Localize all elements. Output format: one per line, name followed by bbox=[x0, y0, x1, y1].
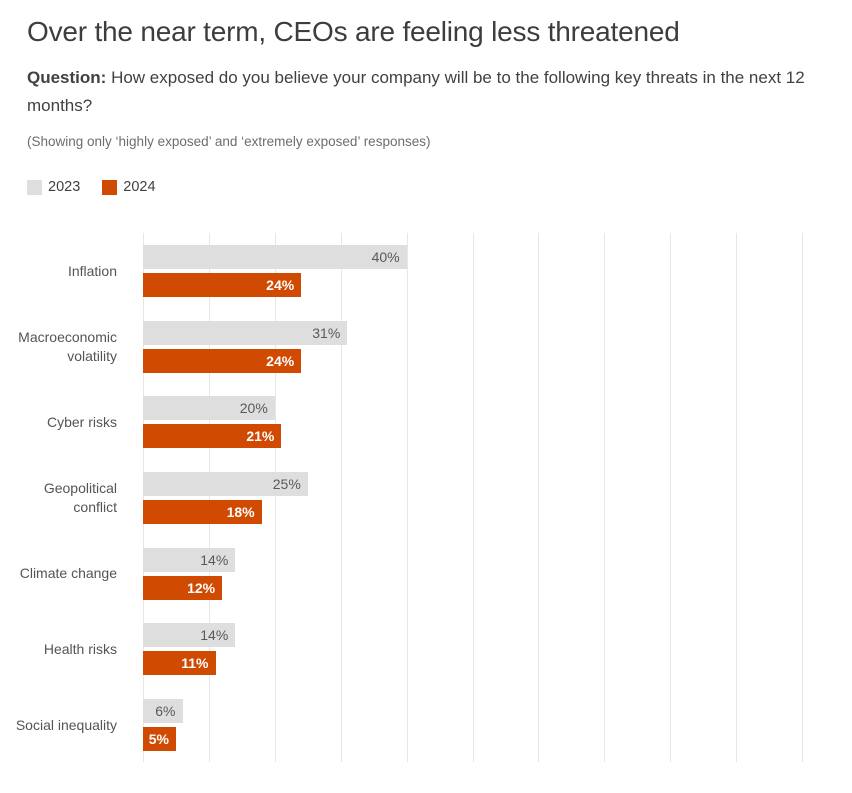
bar-2023: 6% bbox=[143, 699, 183, 723]
chart-title: Over the near term, CEOs are feeling les… bbox=[27, 16, 680, 47]
bar-value-2023: 6% bbox=[155, 703, 176, 719]
bar-group: Social inequality 6% 5% bbox=[16, 699, 803, 751]
subtitle-question-label: Question: bbox=[27, 68, 107, 87]
gridline-100 bbox=[802, 233, 803, 762]
bar-value-2024: 18% bbox=[226, 504, 255, 520]
bar-value-2024: 21% bbox=[246, 428, 275, 445]
bar-value-2024: 12% bbox=[187, 579, 216, 596]
category-label: Climate change bbox=[19, 565, 117, 582]
bar-value-2024: 11% bbox=[181, 655, 209, 672]
gridline-10 bbox=[208, 233, 210, 762]
category-label: Inflation bbox=[67, 262, 117, 279]
bar-group: Geopolitical conflict 25% 18% bbox=[44, 472, 803, 524]
bar-value-2023: 25% bbox=[272, 476, 301, 492]
bar-2024: 21% bbox=[143, 424, 282, 449]
bar-value-2023: 40% bbox=[371, 249, 400, 265]
gridline-0 bbox=[143, 233, 144, 762]
category-label: Geopolitical conflict bbox=[43, 480, 117, 515]
bar-value-2023: 14% bbox=[200, 627, 229, 644]
legend-item-2024: 2024 bbox=[102, 179, 156, 195]
bar-value-2024: 24% bbox=[266, 277, 295, 293]
bar-2023: 25% bbox=[143, 472, 308, 496]
subtitle-question-text: How exposed do you believe your company … bbox=[27, 68, 805, 115]
chart-subtitle: Question: How exposed do you believe you… bbox=[27, 64, 817, 120]
bar-2024: 24% bbox=[143, 348, 302, 373]
chart-legend: 2023 2024 bbox=[27, 179, 852, 195]
gridline-20 bbox=[274, 233, 276, 762]
category-label: Cyber risks bbox=[46, 413, 117, 430]
legend-item-2023: 2023 bbox=[27, 179, 80, 195]
bar-2024: 11% bbox=[143, 651, 216, 676]
gridline-80 bbox=[670, 233, 672, 762]
bar-value-2023: 20% bbox=[239, 400, 268, 417]
legend-swatch-2024 bbox=[102, 179, 118, 195]
bar-2024: 18% bbox=[143, 500, 262, 524]
legend-swatch-2023 bbox=[27, 179, 42, 195]
legend-label: 2023 bbox=[48, 179, 81, 195]
bar-2023: 40% bbox=[143, 245, 407, 269]
bar-value-2024: 24% bbox=[266, 352, 295, 369]
category-label: Health risks bbox=[43, 640, 117, 657]
category-label: Macroeconomic volatility bbox=[18, 328, 117, 364]
bar-2023: 14% bbox=[143, 623, 236, 648]
bar-2024: 24% bbox=[143, 273, 302, 297]
chart-note: (Showing only ‘highly exposed’ and ‘extr… bbox=[27, 134, 431, 149]
gridline-70 bbox=[604, 233, 606, 762]
gridline-60 bbox=[538, 233, 540, 762]
gridline-50 bbox=[472, 233, 474, 762]
bar-2023: 20% bbox=[143, 396, 275, 421]
bar-2023: 14% bbox=[143, 547, 236, 572]
bar-value-2024: 5% bbox=[148, 731, 169, 747]
gridline-40 bbox=[406, 233, 408, 762]
bar-value-2023: 31% bbox=[312, 324, 341, 341]
bar-group: Health risks 14% 11% bbox=[44, 623, 803, 676]
bar-group: Climate change 14% 12% bbox=[20, 547, 803, 600]
bar-group: Cyber risks 20% 21% bbox=[47, 396, 803, 449]
bar-2024: 12% bbox=[143, 575, 223, 600]
bar-2024: 5% bbox=[143, 727, 176, 751]
bar-2023: 31% bbox=[143, 320, 348, 345]
gridline-30 bbox=[340, 233, 342, 762]
category-label: Social inequality bbox=[15, 716, 117, 733]
bar-value-2023: 14% bbox=[200, 551, 229, 568]
bar-group: Macroeconomic volatility 31% 24% bbox=[18, 320, 803, 373]
legend-label: 2024 bbox=[123, 179, 156, 195]
gridline-90 bbox=[736, 233, 738, 762]
bar-chart: Inflation 40% 24% Macroeconomic volatility 3… bbox=[16, 233, 803, 762]
bar-group: Inflation 40% 24% bbox=[68, 245, 803, 297]
